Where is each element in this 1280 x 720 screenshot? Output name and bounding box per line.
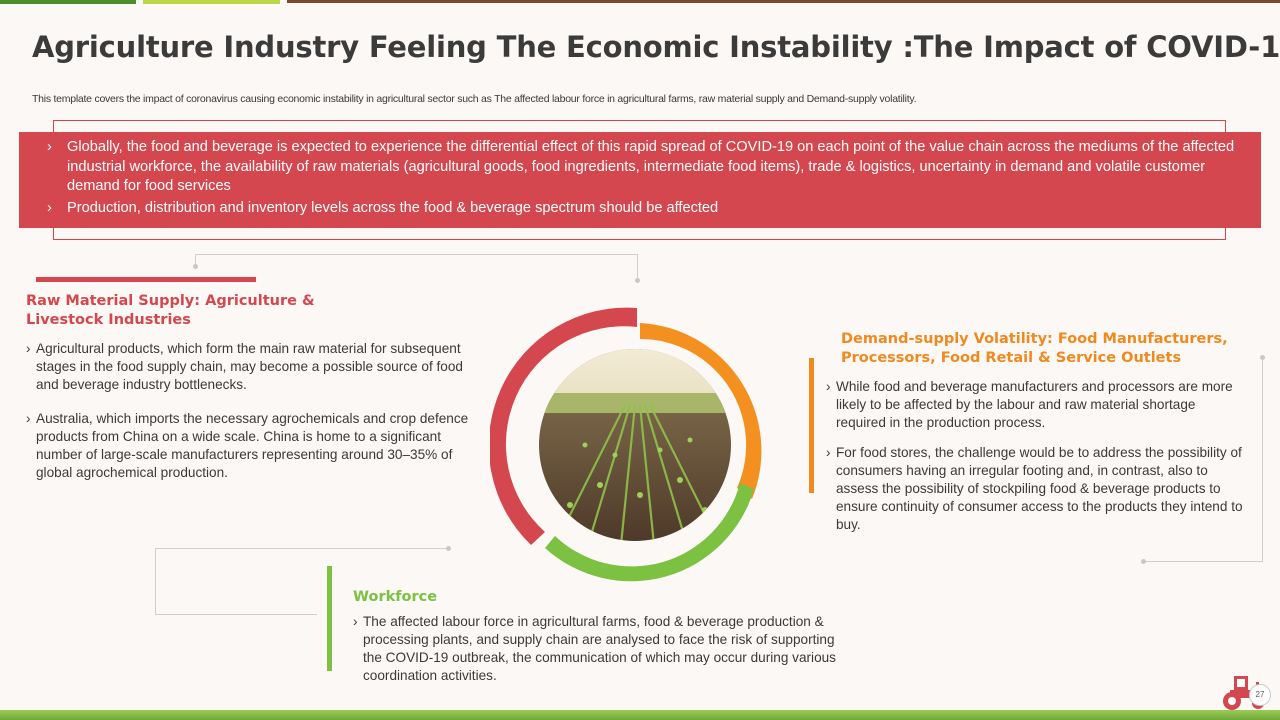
- page-number: 27: [1249, 684, 1271, 706]
- connector-line: [195, 254, 637, 255]
- list-item-text: The affected labour force in agricultura…: [363, 614, 836, 683]
- ring-segment-green: [545, 483, 754, 582]
- demand-supply-accent-bar: [809, 358, 814, 493]
- bullet-chevron-icon: ›: [26, 341, 31, 356]
- connector-line: [1145, 561, 1262, 562]
- connector-dot: [1259, 355, 1265, 360]
- bullet-chevron-icon: ›: [26, 411, 31, 426]
- raw-material-heading-line: Raw Material Supply: Agriculture &: [26, 293, 315, 309]
- summary-text: Globally, the food and beverage is expec…: [67, 139, 1235, 194]
- list-item: › Agricultural products, which form the …: [26, 340, 486, 394]
- summary-text: Production, distribution and inventory l…: [67, 199, 719, 216]
- raw-material-heading: Raw Material Supply: Agriculture & Lives…: [26, 292, 386, 330]
- page-title: Agriculture Industry Feeling The Economi…: [32, 30, 1280, 64]
- page-subtitle: This template covers the impact of coron…: [32, 93, 917, 105]
- connector-dot: [1141, 559, 1146, 564]
- demand-supply-heading: Demand-supply Volatility: Food Manufactu…: [841, 330, 1261, 368]
- connector-dot: [446, 546, 451, 551]
- list-item-text: Agricultural products, which form the ma…: [36, 341, 463, 392]
- demand-supply-heading-line: Demand-supply Volatility: Food Manufactu…: [841, 331, 1228, 347]
- list-item: › While food and beverage manufacturers …: [826, 378, 1246, 432]
- top-accent-brown: [287, 0, 1280, 3]
- center-ring-graphic: [490, 307, 762, 582]
- connector-line: [155, 548, 448, 549]
- bullet-chevron-icon: ›: [353, 614, 358, 629]
- ring-segment-red: [490, 307, 637, 545]
- workforce-points: › The affected labour force in agricultu…: [353, 613, 853, 685]
- connector-line: [155, 548, 156, 614]
- list-item-text: While food and beverage manufacturers an…: [836, 379, 1233, 430]
- bullet-chevron-icon: ›: [47, 199, 52, 216]
- connector-dot: [192, 264, 198, 269]
- summary-box: › Globally, the food and beverage is exp…: [19, 132, 1261, 228]
- connector-line: [1262, 358, 1263, 562]
- bullet-chevron-icon: ›: [47, 139, 52, 155]
- demand-supply-heading-line: Processors, Food Retail & Service Outlet…: [841, 350, 1182, 366]
- list-item: › Australia, which imports the necessary…: [26, 410, 486, 482]
- workforce-accent-bar: [327, 566, 332, 671]
- list-item-text: For food stores, the challenge would be …: [836, 445, 1243, 532]
- summary-item: › Globally, the food and beverage is exp…: [47, 138, 1241, 197]
- raw-material-accent-bar: [36, 277, 256, 282]
- list-item-text: Australia, which imports the necessary a…: [36, 411, 469, 480]
- bullet-chevron-icon: ›: [826, 379, 831, 394]
- ring-segment-orange: [640, 323, 762, 499]
- connector-line: [195, 254, 196, 266]
- raw-material-points: › Agricultural products, which form the …: [26, 340, 486, 482]
- demand-supply-points: › While food and beverage manufacturers …: [826, 378, 1246, 534]
- workforce-heading: Workforce: [353, 589, 438, 605]
- connector-line: [155, 614, 317, 615]
- raw-material-heading-line: Livestock Industries: [26, 312, 191, 328]
- bullet-chevron-icon: ›: [826, 445, 831, 460]
- top-accent-lime: [143, 0, 280, 4]
- list-item: › The affected labour force in agricultu…: [353, 613, 853, 685]
- crop-field-photo: [539, 349, 731, 541]
- top-accent-green: [0, 0, 136, 4]
- list-item: › For food stores, the challenge would b…: [826, 444, 1246, 534]
- connector-dot: [634, 278, 640, 283]
- connector-line: [637, 254, 638, 278]
- summary-item: › Production, distribution and inventory…: [47, 199, 1241, 219]
- grass-footer: [0, 710, 1280, 720]
